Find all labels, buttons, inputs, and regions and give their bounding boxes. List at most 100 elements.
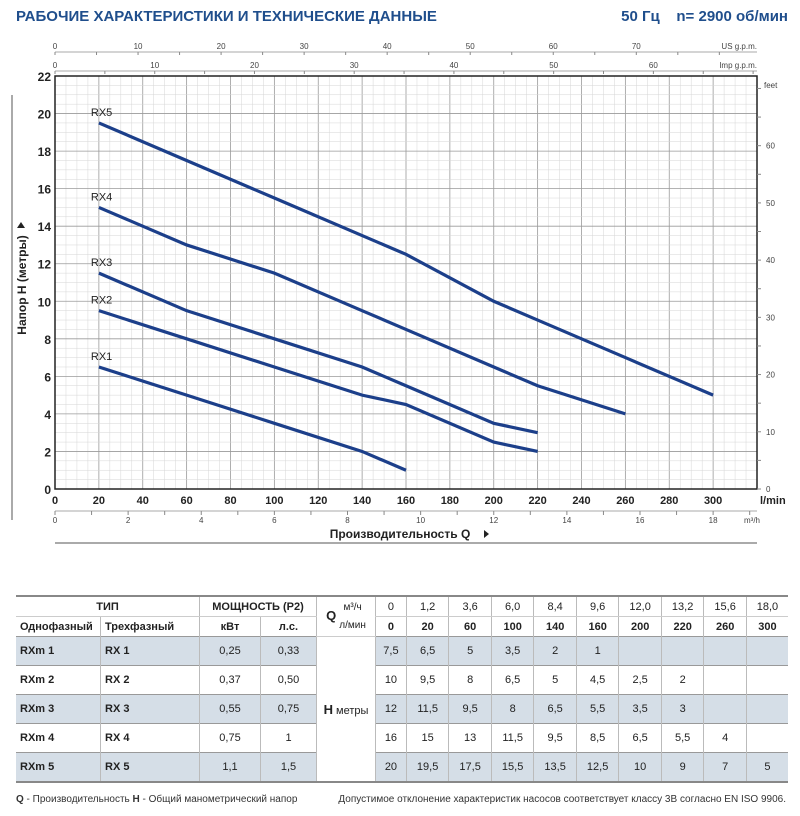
q-m3h-cell: 13,2 xyxy=(660,596,704,617)
x-tick-label: 180 xyxy=(441,495,459,507)
table-row: RXm 3 RX 3 0,55 0,75 12 11,5 9,5 8 6,5 5,5 3,5 3 xyxy=(16,694,788,724)
footer-legend: Q - Производительность H - Общий маномет… xyxy=(16,794,297,805)
x-tick-label: 140 xyxy=(353,495,371,507)
head-value: 7 xyxy=(703,752,747,782)
three-phase-model: RX 2 xyxy=(100,665,200,695)
head-value: 13,5 xyxy=(533,752,577,782)
type-header: ТИП xyxy=(16,596,200,617)
head-value: 11,5 xyxy=(490,723,534,753)
q-lmin-cell: 140 xyxy=(533,616,577,637)
imp-gpm-tick-label: 60 xyxy=(649,61,658,70)
imp-gpm-tick-label: 20 xyxy=(250,61,259,70)
x-unit-label: l/min xyxy=(760,495,786,507)
lmin-label: л/мин xyxy=(339,619,366,631)
q-m3h-cell: 18,0 xyxy=(745,596,788,617)
table-row: RXm 1 RX 1 0,25 0,33 H метры 7,5 6,5 5 3,5 2 1 xyxy=(16,636,788,782)
head-value: 4 xyxy=(703,723,747,753)
m3h-tick-label: 0 xyxy=(53,516,58,525)
q-label: Q xyxy=(326,607,337,623)
us-gpm-tick-label: 10 xyxy=(134,42,143,51)
q-m3h-cell: 12,0 xyxy=(618,596,662,617)
head-value: 19,5 xyxy=(405,752,449,782)
head-value: 6,5 xyxy=(405,636,449,666)
three-phase-header: Трехфазный xyxy=(100,616,200,637)
feet-tick-label: 40 xyxy=(766,256,775,265)
feet-tick-label: 30 xyxy=(766,313,775,322)
imp-gpm-tick-label: 50 xyxy=(549,61,558,70)
us-gpm-tick-label: 40 xyxy=(383,42,392,51)
head-value xyxy=(618,636,662,666)
plot-frame xyxy=(54,75,758,490)
m3h-label: м³/ч xyxy=(343,601,362,613)
kw-header: кВт xyxy=(199,616,261,637)
y-tick-label: 16 xyxy=(38,183,52,197)
x-tick-label: 240 xyxy=(572,495,590,507)
m3h-tick-label: 10 xyxy=(416,516,425,525)
hp-header: л.с. xyxy=(260,616,317,637)
y-tick-label: 20 xyxy=(38,108,52,122)
power-hp: 1 xyxy=(260,723,317,753)
y-tick-label: 14 xyxy=(38,220,52,234)
head-value: 7,5 xyxy=(375,636,407,666)
series-line-rx4 xyxy=(98,205,626,416)
head-value: 13 xyxy=(448,723,492,753)
series-line-rx5 xyxy=(98,121,714,397)
q-m3h-cell: 3,6 xyxy=(448,596,492,617)
y-tick-label: 2 xyxy=(44,445,51,459)
q-lmin-cell: 100 xyxy=(490,616,534,637)
power-kw: 0,37 xyxy=(199,665,261,695)
head-value: 3,5 xyxy=(490,636,534,666)
three-phase-model: RX 5 xyxy=(100,752,200,782)
x-tick-label: 300 xyxy=(704,495,722,507)
footer-h-text: - Общий манометрический напор xyxy=(139,794,298,805)
m3h-tick-label: 14 xyxy=(562,516,571,525)
head-value: 15,5 xyxy=(490,752,534,782)
x-tick-label: 200 xyxy=(485,495,503,507)
head-value: 3 xyxy=(660,694,704,724)
m3h-tick-label: 8 xyxy=(345,516,350,525)
head-value: 20 xyxy=(375,752,407,782)
head-value: 1 xyxy=(575,636,619,666)
q-lmin-cell: 200 xyxy=(618,616,662,637)
feet-tick-label: 20 xyxy=(766,371,775,380)
head-value: 6,5 xyxy=(490,665,534,695)
m3h-unit-label: m³/h xyxy=(744,516,760,525)
power-hp: 0,33 xyxy=(260,636,317,666)
head-value: 9,5 xyxy=(533,723,577,753)
series-label-rx5: RX5 xyxy=(91,107,112,119)
footer-h: H xyxy=(132,794,140,805)
head-value: 2,5 xyxy=(618,665,662,695)
q-lmin-cell: 220 xyxy=(660,616,704,637)
table-row: RXm 5 RX 5 1,1 1,5 20 19,5 17,5 15,5 13,5 12,5 10 9… xyxy=(16,752,788,782)
power-kw: 0,75 xyxy=(199,723,261,753)
head-value xyxy=(745,723,788,753)
series-label-rx1: RX1 xyxy=(91,351,112,363)
head-value: 4,5 xyxy=(575,665,619,695)
q-lmin-cell: 260 xyxy=(703,616,747,637)
us-gpm-tick-label: 60 xyxy=(549,42,558,51)
frequency-speed: 50 Гц n= 2900 об/мин xyxy=(621,8,788,25)
x-tick-label: 80 xyxy=(224,495,236,507)
series-line-rx2 xyxy=(98,309,538,454)
head-value xyxy=(745,636,788,666)
x-tick-label: 40 xyxy=(137,495,149,507)
us-gpm-tick-label: 70 xyxy=(632,42,641,51)
m3h-tick-label: 2 xyxy=(126,516,131,525)
feet-tick-label: 60 xyxy=(766,142,775,151)
head-value xyxy=(703,694,747,724)
m3h-tick-label: 18 xyxy=(709,516,718,525)
y-axis-title: Напор H (метры) xyxy=(15,235,29,334)
y-tick-label: 22 xyxy=(38,70,52,84)
head-value: 5,5 xyxy=(575,694,619,724)
q-m3h-cell: 9,6 xyxy=(575,596,619,617)
head-value xyxy=(745,694,788,724)
x-tick-label: 120 xyxy=(309,495,327,507)
x-tick-label: 100 xyxy=(265,495,283,507)
y-tick-label: 12 xyxy=(38,258,52,272)
single-phase-header: Однофазный xyxy=(20,620,93,633)
head-value: 9,5 xyxy=(448,694,492,724)
q-m3h-cell: 15,6 xyxy=(703,596,747,617)
page-title: РАБОЧИЕ ХАРАКТЕРИСТИКИ И ТЕХНИЧЕСКИЕ ДАН… xyxy=(16,8,437,25)
imp-gpm-tick-label: 40 xyxy=(449,61,458,70)
